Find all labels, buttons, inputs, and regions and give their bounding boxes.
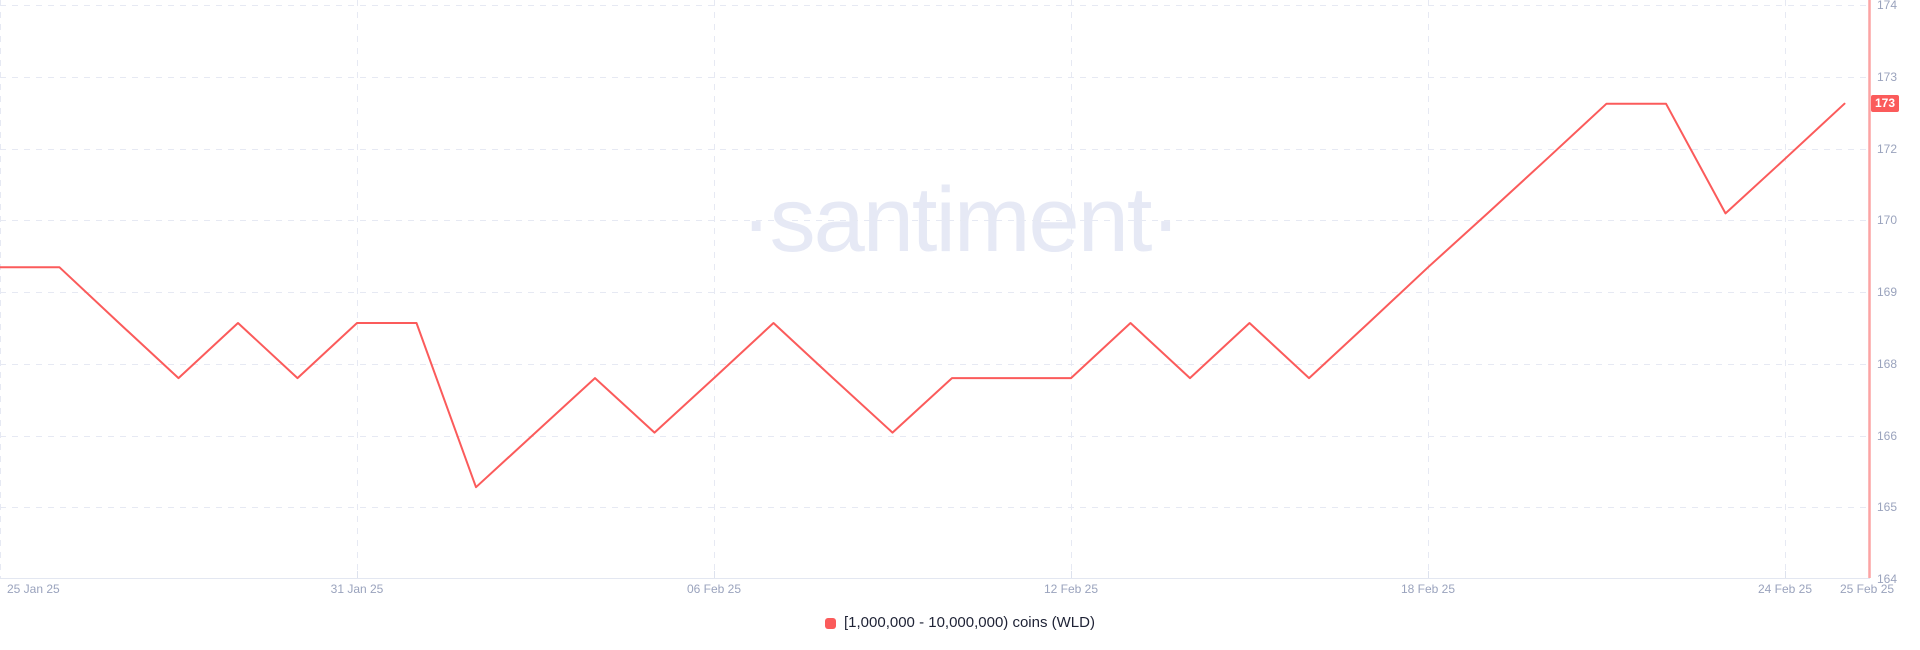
y-axis-tick-label: 164 — [1877, 572, 1898, 586]
y-axis-tick-label: 173 — [1877, 69, 1898, 84]
legend-series-marker-icon — [825, 617, 836, 629]
legend: [1,000,000 - 10,000,000) coins (WLD) — [0, 614, 1920, 632]
y-axis-tick-label: 169 — [1877, 285, 1898, 299]
y-axis-tick-label: 170 — [1877, 213, 1898, 228]
series-line[interactable] — [0, 102, 1846, 489]
x-axis-tick-label: 25 Jan 25 — [7, 582, 60, 596]
x-axis-tick-label: 25 Feb 25 — [1840, 582, 1895, 596]
y-axis-tick-label: 172 — [1877, 141, 1898, 156]
x-axis-tick-label: 31 Jan 25 — [330, 582, 384, 596]
y-axis-tick-label: 165 — [1877, 500, 1898, 515]
x-axis-tick-label: 24 Feb 25 — [1757, 582, 1813, 596]
y-axis-tick-label: 168 — [1877, 356, 1898, 371]
x-axis-tick-label: 06 Feb 25 — [686, 582, 742, 596]
y-axis-tick-label: 166 — [1877, 428, 1898, 443]
x-axis-tick-label: 12 Feb 25 — [1043, 582, 1099, 596]
legend-series-label[interactable]: [1,000,000 - 10,000,000) coins (WLD) — [844, 614, 1095, 631]
x-axis-tick-label: 18 Feb 25 — [1400, 582, 1456, 596]
y-axis-tick-label: 174 — [1877, 0, 1898, 12]
last-value-badge: 173 — [1871, 94, 1900, 112]
